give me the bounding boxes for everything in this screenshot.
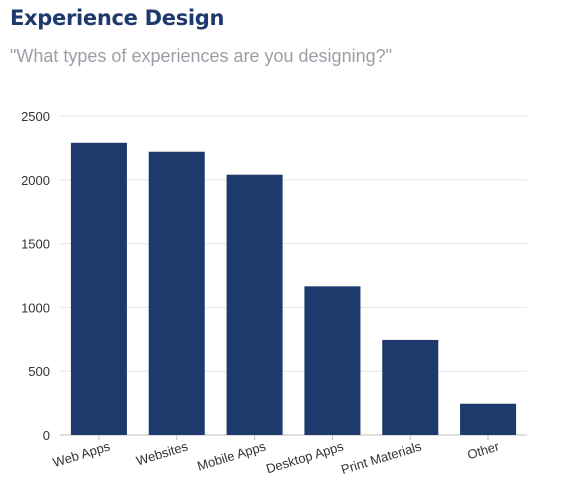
y-tick-label: 2500: [21, 109, 50, 124]
x-tick-label: Print Materials: [339, 438, 423, 477]
x-tick-label: Other: [465, 438, 501, 462]
x-tick-label: Desktop Apps: [264, 438, 346, 476]
bar-print-materials: [382, 339, 439, 435]
y-tick-label: 500: [28, 364, 50, 379]
y-tick-label: 1500: [21, 237, 50, 252]
x-tick-label: Mobile Apps: [195, 438, 268, 473]
y-tick-label: 1000: [21, 300, 50, 315]
bar-mobile-apps: [226, 174, 283, 436]
y-tick-label: 0: [43, 428, 50, 443]
y-tick-label: 2000: [21, 173, 50, 188]
bar-desktop-apps: [304, 286, 361, 435]
chart-subtitle: "What types of experiences are you desig…: [10, 46, 392, 66]
bar-websites: [148, 151, 205, 435]
bar-web-apps: [70, 142, 127, 435]
chart-title: Experience Design: [10, 6, 225, 30]
x-tick-label: Web Apps: [51, 438, 112, 470]
x-tick-label: Websites: [134, 438, 190, 468]
bar-other: [460, 403, 517, 435]
